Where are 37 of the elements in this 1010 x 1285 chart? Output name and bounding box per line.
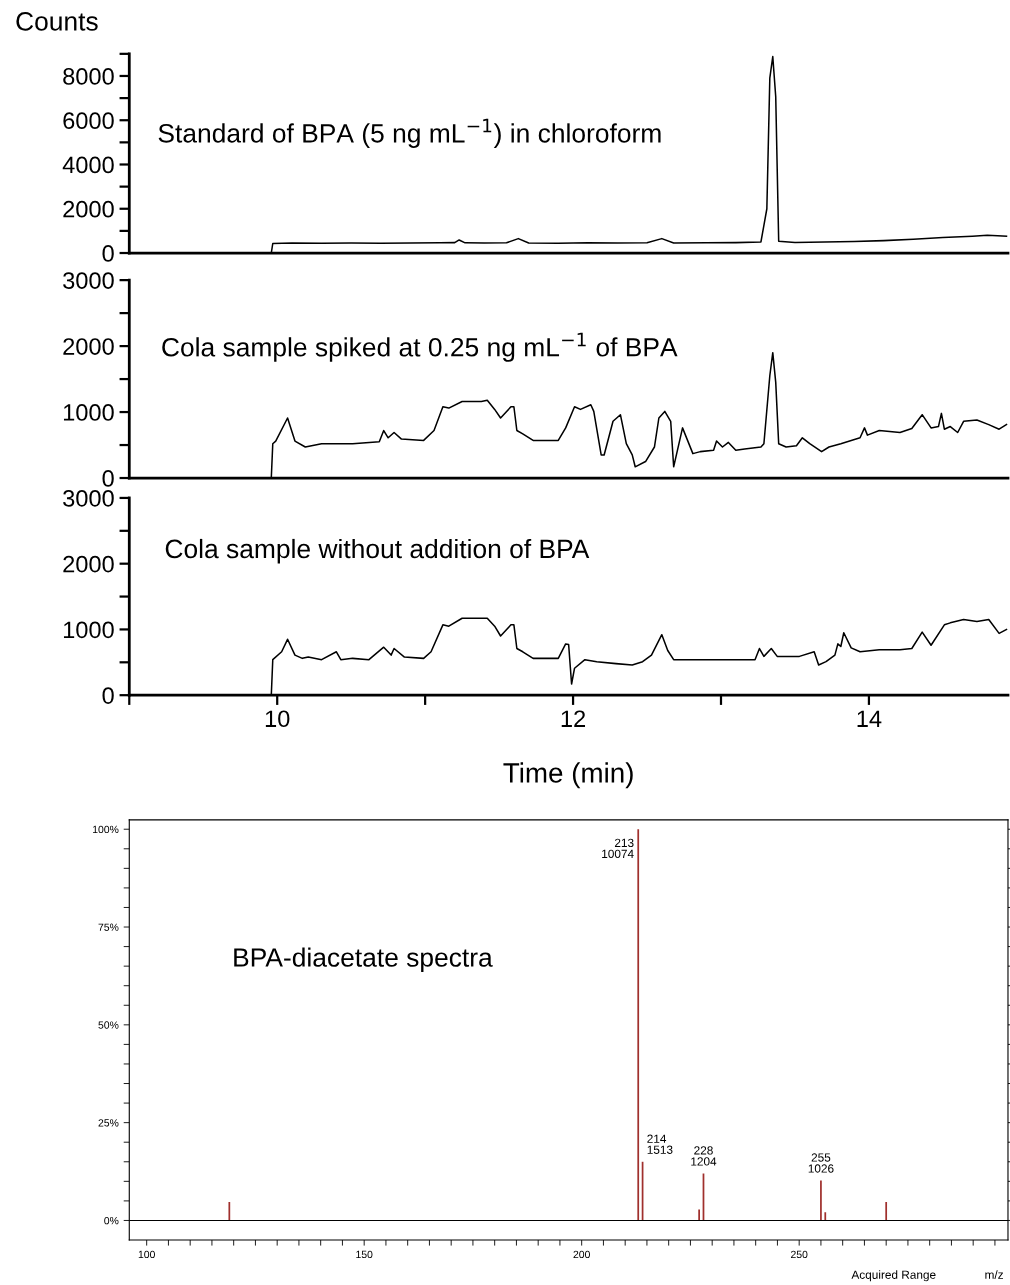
y-tick-label: 100% (93, 825, 119, 834)
annotation: 228 1204 (691, 1146, 717, 1166)
annotation: 213 10074 (602, 838, 634, 859)
y-tick-label: 0 (102, 470, 114, 487)
y-tick-label: 0% (104, 1216, 119, 1225)
x-tick-label: 10 (265, 710, 290, 728)
x-tick-label: 150 (356, 1250, 373, 1259)
y-tick-label: 8000 (63, 68, 114, 85)
annotation: BPA-diacetate spectra (234, 947, 493, 973)
annotation: 214 1513 (647, 1134, 673, 1154)
y-tick-label: 75% (98, 923, 119, 931)
x-tick-label: 14 (857, 710, 882, 727)
y-tick-label: 2000 (63, 200, 114, 218)
y-tick-label: 25% (98, 1119, 119, 1127)
y-tick-label: 3000 (63, 272, 114, 289)
y-tick-label: 1000 (63, 404, 114, 421)
y-tick-label: 0 (102, 245, 114, 262)
text: Acquired Range (851, 1270, 936, 1282)
x-tick-label: 100 (138, 1250, 155, 1259)
annotation: Cola sample without addition of BPA (165, 538, 590, 564)
annotation: Standard of BPA (5 ng mL$^{−1}$) in chloroform (158, 118, 661, 148)
annotation: Cola sample spiked at 0.25 ng mL$^{−1}$ of BPA (162, 332, 678, 362)
y-tick-label: 2000 (63, 338, 114, 355)
y-axis-title: Counts (16, 12, 98, 31)
y-tick-label: 0 (102, 687, 114, 704)
y-tick-label: 50% (98, 1021, 119, 1029)
text: m/z (985, 1270, 1003, 1279)
y-tick-label: 3000 (63, 490, 114, 507)
x-tick-label: 200 (573, 1250, 590, 1259)
x-tick-label: 12 (561, 710, 586, 727)
x-axis-title: Time (min) (503, 762, 633, 789)
y-tick-label: 1000 (63, 621, 114, 639)
y-tick-label: 2000 (63, 555, 114, 573)
x-tick-label: 250 (791, 1250, 808, 1259)
annotation: 255 1026 (808, 1153, 834, 1173)
y-tick-label: 6000 (63, 112, 114, 130)
y-tick-label: 4000 (62, 156, 114, 174)
